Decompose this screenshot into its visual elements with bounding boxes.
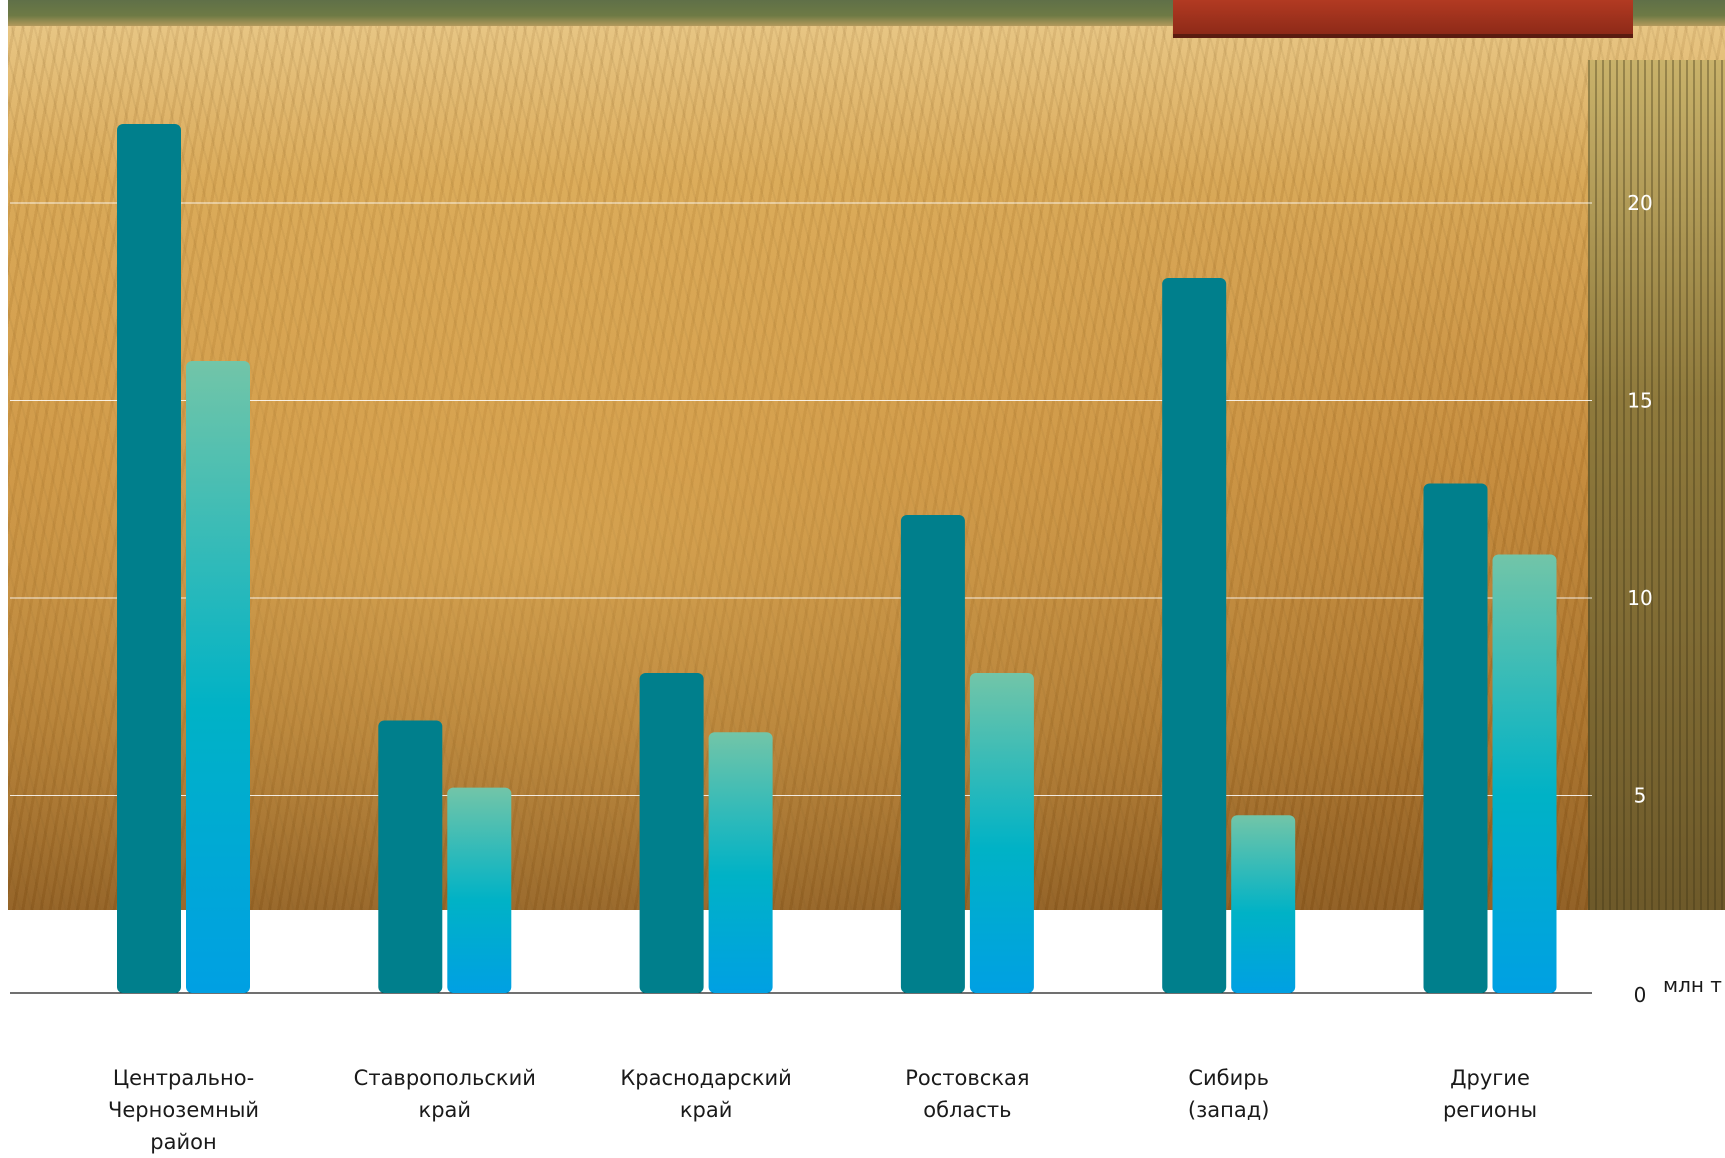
x-category-label-line: (запад)	[1187, 1098, 1270, 1122]
x-category-label-line: район	[150, 1130, 217, 1154]
bar-series-2	[708, 732, 773, 993]
x-category-label-line: Сибирь	[1188, 1066, 1269, 1090]
bar-series-2	[447, 787, 512, 993]
y-tick-label: 0	[1634, 983, 1647, 1007]
bar-series-1	[900, 515, 965, 993]
x-category-label: Другие регионы	[1380, 1062, 1600, 1126]
bar-series-1	[1423, 483, 1488, 993]
x-category-label-line: Ставропольский	[353, 1066, 536, 1090]
harvested-stubble	[1588, 60, 1725, 910]
wheat-field-background	[8, 0, 1725, 910]
bar-series-1	[639, 673, 704, 993]
combine-harvester	[1173, 0, 1633, 38]
y-tick-label: 15	[1627, 389, 1652, 413]
x-category-label: Сибирь (запад)	[1119, 1062, 1339, 1126]
x-category-label: Краснодарский край	[596, 1062, 816, 1126]
bar-series-2	[1492, 554, 1557, 993]
bar-series-1	[117, 124, 181, 993]
x-category-label-line: область	[923, 1098, 1012, 1122]
bar-series-1	[1162, 278, 1227, 993]
bar-series-2	[186, 361, 250, 993]
bar-series-2	[969, 673, 1034, 993]
x-category-label-line: Ростовская	[905, 1066, 1030, 1090]
x-category-label-line: регионы	[1442, 1098, 1538, 1122]
x-category-label-line: Центрально-	[112, 1066, 255, 1090]
x-category-label-line: край	[679, 1098, 733, 1122]
x-category-label: Ростовская область	[857, 1062, 1077, 1126]
x-category-label-line: Другие	[1450, 1066, 1530, 1090]
x-category-label: Ставропольский край	[335, 1062, 555, 1126]
bar-series-2	[1231, 815, 1296, 993]
y-tick-label: 20	[1627, 191, 1652, 215]
bar-series-1	[378, 720, 443, 993]
y-tick-label: 5	[1634, 784, 1647, 808]
x-category-label: Центрально- Черноземный район	[74, 1062, 294, 1158]
x-category-label-line: Краснодарский	[620, 1066, 792, 1090]
x-category-label-line: край	[418, 1098, 472, 1122]
x-category-label-line: Черноземный	[107, 1098, 260, 1122]
y-tick-label: 10	[1627, 586, 1652, 610]
y-axis-unit: млн т	[1663, 973, 1722, 997]
